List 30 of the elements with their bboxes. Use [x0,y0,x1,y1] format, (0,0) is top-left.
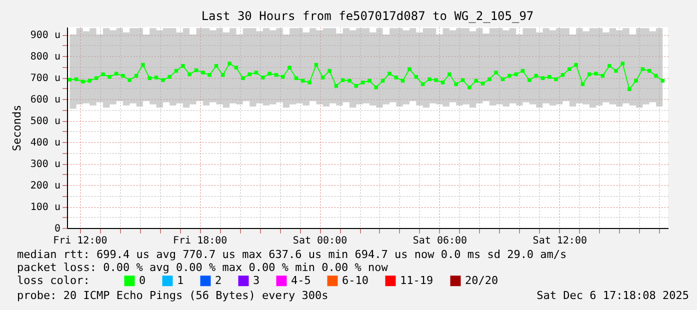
legend-label: 1 [177,274,184,287]
legend-label: 3 [253,274,260,287]
legend-title: loss color: [17,274,90,287]
text: probe: 20 ICMP Echo Pings (56 Bytes) every 300s [17,289,328,302]
legend-label: 6-10 [342,274,368,287]
y-tick-label: 400 u [30,138,60,149]
y-axis-title: Seconds [10,104,24,152]
y-tick-label: 200 u [30,180,60,192]
chart-title: Last 30 Hours from fe507017d087 to WG_2_105_97 [201,9,534,23]
y-tick-label: 800 u [30,52,60,63]
legend-label: 4-5 [291,274,311,287]
y-tick-label: 600 u [30,94,60,106]
text: packet loss: 0.00 % avg 0.00 % max 0.00 % min 0.00 % now [17,261,388,274]
legend-label: 20/20 [465,274,498,287]
y-tick-label: 900 u [30,30,60,42]
legend-label: 11-19 [400,274,434,287]
x-tick-label: Fri 18:00 [173,236,228,246]
x-tick-label: Sat 06:00 [412,236,468,246]
x-tick-label: Sat 12:00 [532,236,587,246]
y-tick-label: 100 u [30,202,60,214]
text: Sat Dec 6 17:18:08 2025 [536,289,689,302]
x-tick-label: Fri 12:00 [53,236,108,246]
y-tick-label: 300 u [30,159,60,170]
legend-label: 0 [139,274,146,287]
y-tick-label: 0 [54,224,60,234]
y-tick-label: 700 u [30,73,60,84]
y-tick-label: 500 u [30,116,60,128]
text: median rtt: 699.4 us avg 770.7 us max 637.6 us min 694.7 us now 0.0 ms sd 29.0 am/s [17,248,567,261]
legend-label: 2 [215,274,222,287]
x-tick-label: Sat 00:00 [292,236,348,246]
